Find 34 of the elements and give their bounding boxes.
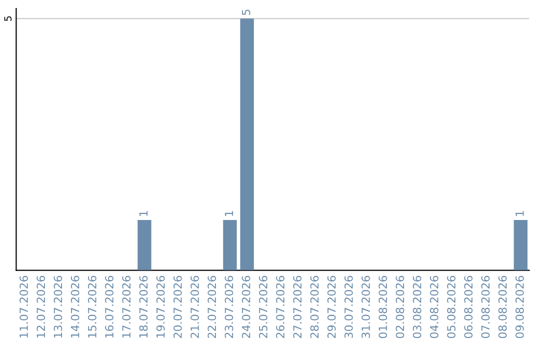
x-tick-label: 28.07.2026 xyxy=(310,276,319,338)
x-tick-label: 23.07.2026 xyxy=(224,276,234,338)
x-tick-label: 30.07.2026 xyxy=(344,276,353,338)
data-label: 5 xyxy=(242,10,250,15)
x-tick-label: 29.07.2026 xyxy=(327,276,336,338)
x-tick-label: 19.07.2026 xyxy=(156,276,165,338)
x-tick-label: 20.07.2026 xyxy=(173,276,182,338)
x-tick-label: 21.07.2026 xyxy=(190,276,199,338)
x-tick-label: 05.08.2026 xyxy=(447,276,456,338)
x-tick-label: 16.07.2026 xyxy=(105,276,114,338)
x-tick-label: 11.07.2026 xyxy=(20,276,28,338)
data-label: 1 xyxy=(139,211,148,216)
data-label: 1 xyxy=(224,211,234,216)
x-tick-label: 18.07.2026 xyxy=(139,276,148,338)
x-tick-label: 06.08.2026 xyxy=(464,276,473,338)
x-tick-label: 03.08.2026 xyxy=(412,276,422,338)
x-tick-label: 27.07.2026 xyxy=(293,276,302,338)
x-tick-label: 25.07.2026 xyxy=(258,276,268,338)
data-label: 1 xyxy=(516,211,524,216)
x-tick-label: 08.08.2026 xyxy=(498,276,507,338)
x-tick-label: 04.08.2026 xyxy=(430,276,438,338)
x-tick-label: 26.07.2026 xyxy=(276,276,284,338)
x-tick-label: 01.08.2026 xyxy=(378,276,388,338)
x-tick-label: 13.07.2026 xyxy=(54,276,62,338)
x-tick-label: 12.07.2026 xyxy=(36,276,46,338)
x-tick-label: 09.08.2026 xyxy=(515,276,524,338)
x-tick-label: 24.07.2026 xyxy=(242,276,250,338)
x-tick-label: 07.08.2026 xyxy=(481,276,490,338)
x-tick-label: 15.07.2026 xyxy=(88,276,96,338)
x-tick-label: 17.07.2026 xyxy=(122,276,131,338)
x-tick-label: 14.07.2026 xyxy=(70,276,80,338)
x-tick-label: 31.07.2026 xyxy=(362,276,370,338)
x-tick-label: 22.07.2026 xyxy=(208,276,216,338)
x-tick-label: 02.08.2026 xyxy=(396,276,404,338)
